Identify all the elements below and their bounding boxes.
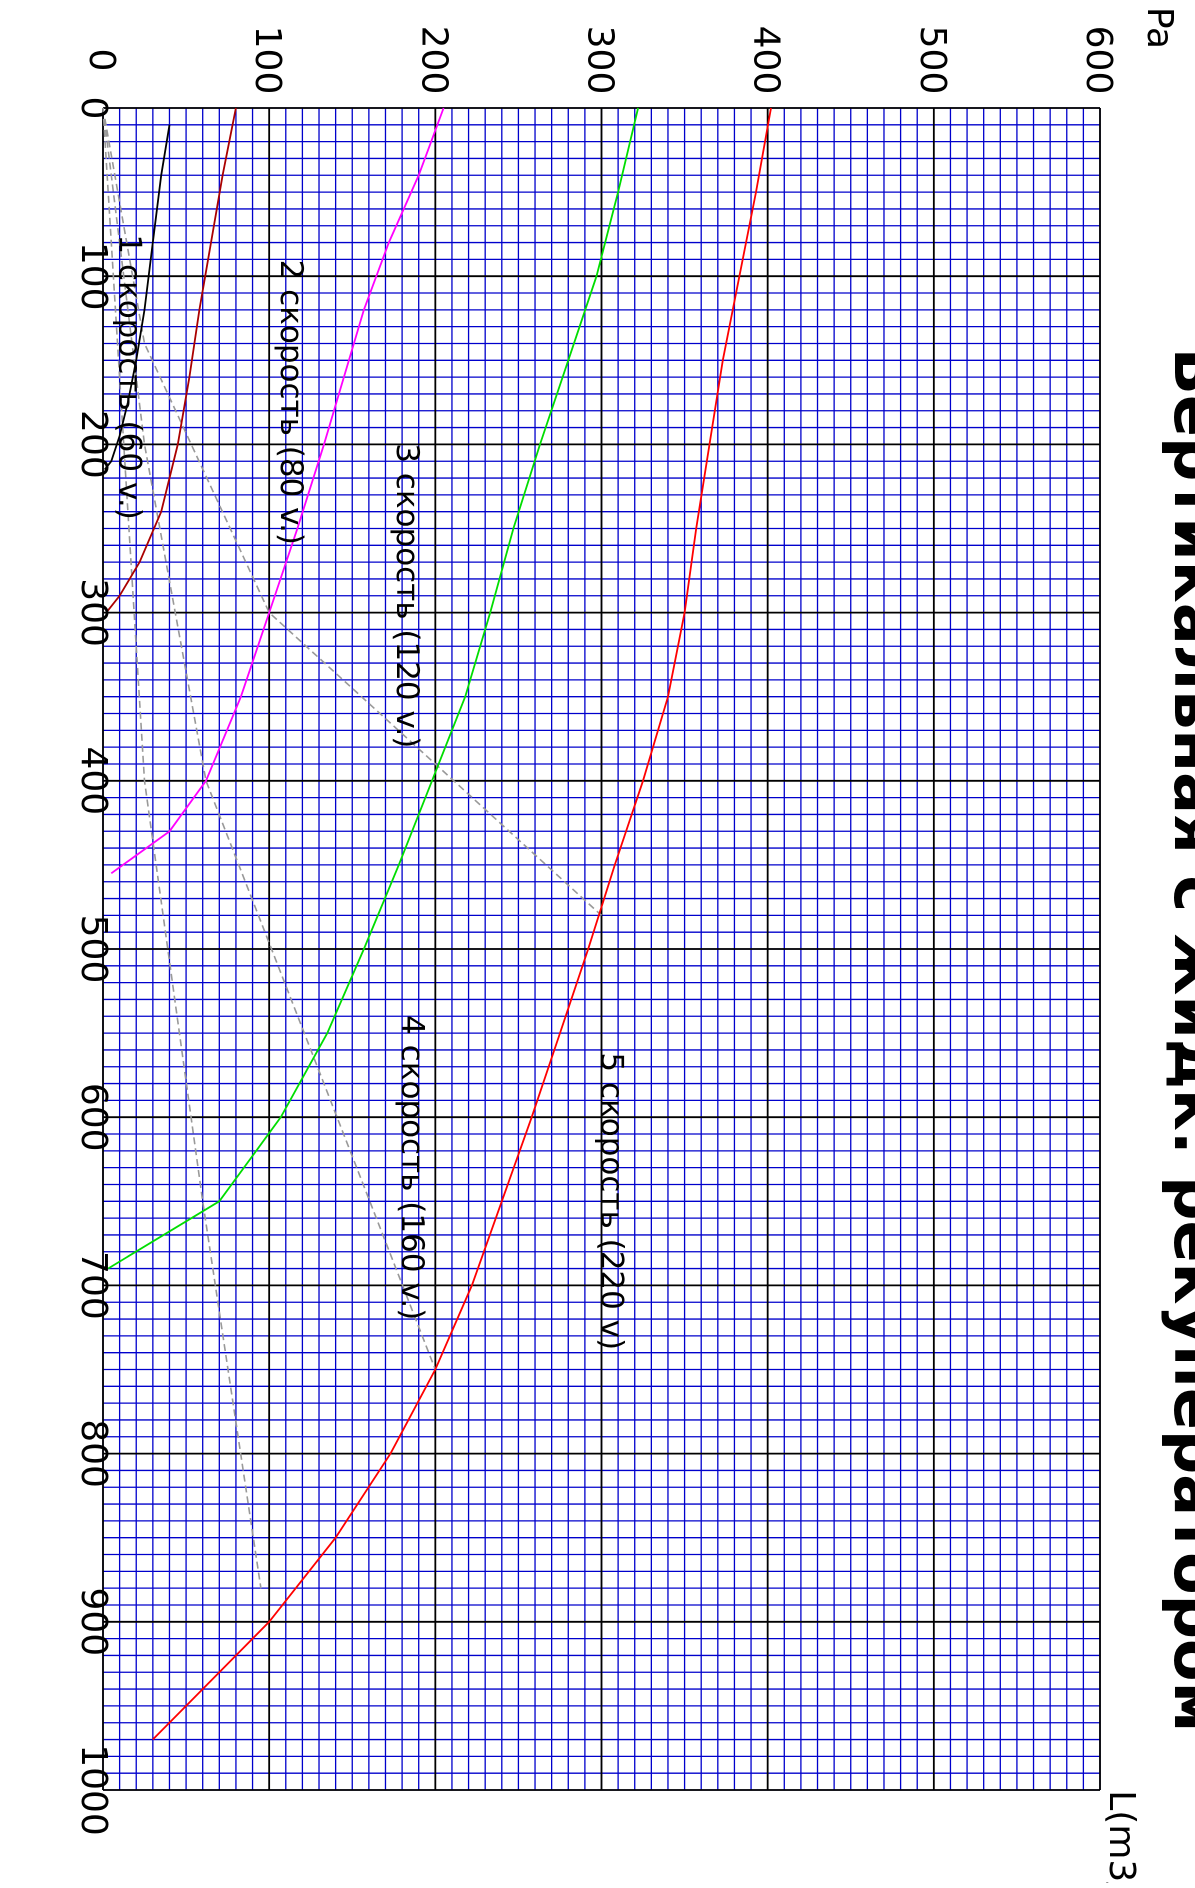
x-axis-label: L(m3/ч) [1101, 1790, 1142, 1883]
y-axis-label: Pa [1139, 7, 1180, 49]
series-line [107, 107, 639, 1270]
x-tick-label: 300 [73, 578, 114, 647]
chart-title: Вертикальная с жидк. рекуператором [1160, 348, 1195, 1733]
x-tick-label: 0 [73, 97, 114, 120]
curve-label: 1 скорость (60 v.) [112, 234, 148, 519]
y-tick-label: 500 [912, 26, 953, 95]
x-tick-label: 800 [73, 1419, 114, 1488]
axis-labels: 0 100 200 300 400 500 600 700 800 900 1000 0 100 200 3… [73, 26, 1119, 1836]
curve-labels: 1 скорость (60 v.) 2 скорость (80 v.) 3 ск… [112, 234, 630, 1350]
y-tick-label: 0 [81, 49, 122, 72]
curve-label: 5 скорость (220 v) [594, 1052, 630, 1350]
x-tick-label: 1000 [73, 1744, 114, 1836]
series-line [103, 124, 171, 471]
system-curve [102, 107, 262, 1589]
series-line [152, 107, 772, 1741]
curve-label: 2 скорость (80 v.) [273, 260, 309, 545]
curve-label: 4 скорость (160 v.) [394, 1015, 430, 1320]
y-tick-label: 400 [746, 26, 787, 95]
x-tick-label: 700 [73, 1251, 114, 1320]
x-tick-label: 900 [73, 1587, 114, 1656]
y-tick-label: 100 [247, 26, 288, 95]
series-line [105, 107, 237, 614]
y-tick-label: 200 [413, 26, 454, 95]
system-curve [102, 107, 603, 916]
x-tick-label: 500 [73, 915, 114, 984]
x-tick-label: 600 [73, 1083, 114, 1152]
series-curves [103, 107, 772, 1741]
y-tick-label: 600 [1078, 26, 1119, 95]
x-tick-label: 100 [73, 242, 114, 311]
curve-label: 3 скорость (120 v.) [389, 443, 425, 748]
grid [102, 107, 1101, 1791]
x-tick-label: 200 [73, 410, 114, 479]
system-curve [102, 107, 437, 1370]
system-curves [102, 107, 603, 1589]
y-tick-label: 300 [580, 26, 621, 95]
x-tick-label: 400 [73, 746, 114, 815]
series-line [110, 107, 445, 875]
